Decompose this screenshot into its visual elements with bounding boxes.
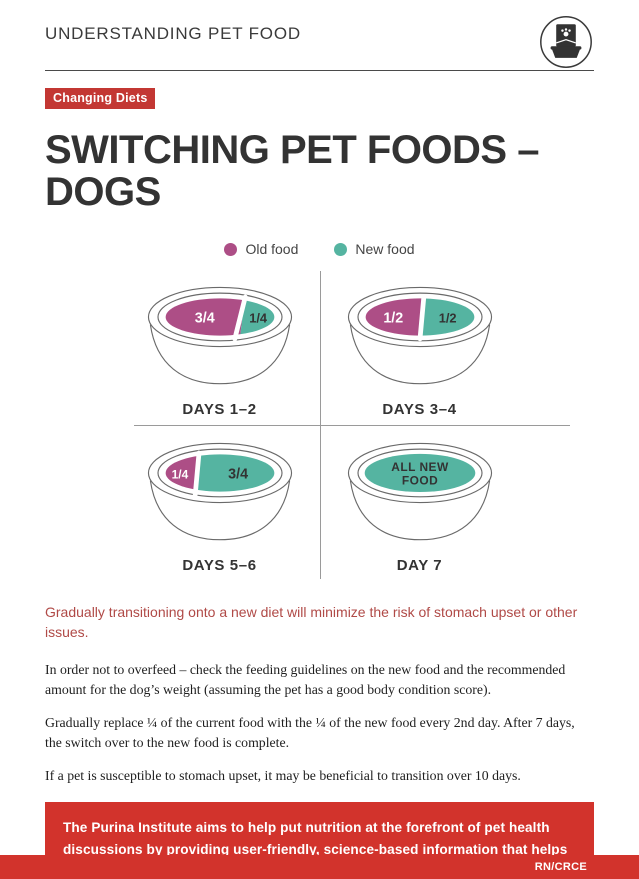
bowl-caption: DAYS 5–6 xyxy=(182,557,257,574)
paragraph-stomach-upset: If a pet is susceptible to stomach upset… xyxy=(45,768,521,784)
old-fraction-label: 1/2 xyxy=(383,311,403,327)
legend-old-label: Old food xyxy=(245,241,299,257)
old-fraction-label: 1/4 xyxy=(171,468,188,482)
bowl-illustration-days-1-2: 3/4 1/4 xyxy=(147,286,292,385)
bowl-caption: DAY 7 xyxy=(396,557,443,574)
bowl-illustration-days-3-4: 1/2 1/2 xyxy=(347,286,492,385)
header-divider xyxy=(45,70,594,71)
bowl-days-1-2: 3/4 1/4 DAYS 1–2 xyxy=(120,269,320,425)
old-fraction-label: 3/4 xyxy=(194,311,214,327)
new-food-dot-icon xyxy=(334,242,348,256)
paragraph-overfeed: In order not to overfeed – check the fee… xyxy=(45,662,566,698)
header-title: UNDERSTANDING PET FOOD xyxy=(45,24,301,43)
bowl-illustration-days-5-6: 1/4 3/4 xyxy=(147,442,292,541)
body-copy: In order not to overfeed – check the fee… xyxy=(45,660,594,786)
grid-horizontal-divider xyxy=(133,425,570,426)
transition-diagram-grid: 3/4 1/4 DAYS 1–2 1 xyxy=(120,269,570,581)
lead-sentence: Gradually transitioning onto a new diet … xyxy=(45,604,578,640)
pet-food-bag-bowl-icon xyxy=(540,16,592,68)
bowl-day-7: ALL NEW FOOD DAY 7 xyxy=(320,425,520,581)
new-fraction-label: 1/2 xyxy=(438,311,456,326)
legend-item-old-food: Old food xyxy=(224,241,298,257)
bottom-bar: RN/CRCE xyxy=(0,855,639,879)
page-title: SWITCHING PET FOODS – DOGS xyxy=(45,128,539,214)
bowl-days-3-4: 1/2 1/2 DAYS 3–4 xyxy=(320,269,520,425)
bowl-illustration-day-7: ALL NEW FOOD xyxy=(347,442,492,541)
old-food-dot-icon xyxy=(224,242,238,256)
paragraph-replace-quarter: Gradually replace ¼ of the current food … xyxy=(45,715,575,751)
new-fraction-label: 3/4 xyxy=(228,467,248,483)
bowl-caption: DAYS 3–4 xyxy=(382,401,457,418)
all-new-food-label-line2: FOOD xyxy=(401,473,437,487)
new-fraction-label: 1/4 xyxy=(249,311,268,326)
bowl-caption: DAYS 1–2 xyxy=(182,401,257,418)
page-header: UNDERSTANDING PET FOOD xyxy=(45,0,594,68)
legend-item-new-food: New food xyxy=(334,241,415,257)
category-badge: Changing Diets xyxy=(45,88,156,109)
bowl-days-5-6: 1/4 3/4 DAYS 5–6 xyxy=(120,425,320,581)
legend-new-label: New food xyxy=(355,241,415,257)
legend: Old food New food xyxy=(45,241,594,257)
document-code: RN/CRCE xyxy=(534,861,587,873)
all-new-food-label-line1: ALL NEW xyxy=(391,460,449,474)
